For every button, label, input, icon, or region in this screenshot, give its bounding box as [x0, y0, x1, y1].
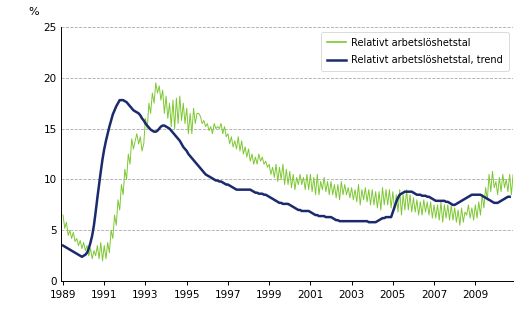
Y-axis label: %: % [29, 7, 39, 17]
Legend: Relativt arbetslöshetstal, Relativt arbetslöshetstal, trend: Relativt arbetslöshetstal, Relativt arbe… [321, 32, 509, 71]
